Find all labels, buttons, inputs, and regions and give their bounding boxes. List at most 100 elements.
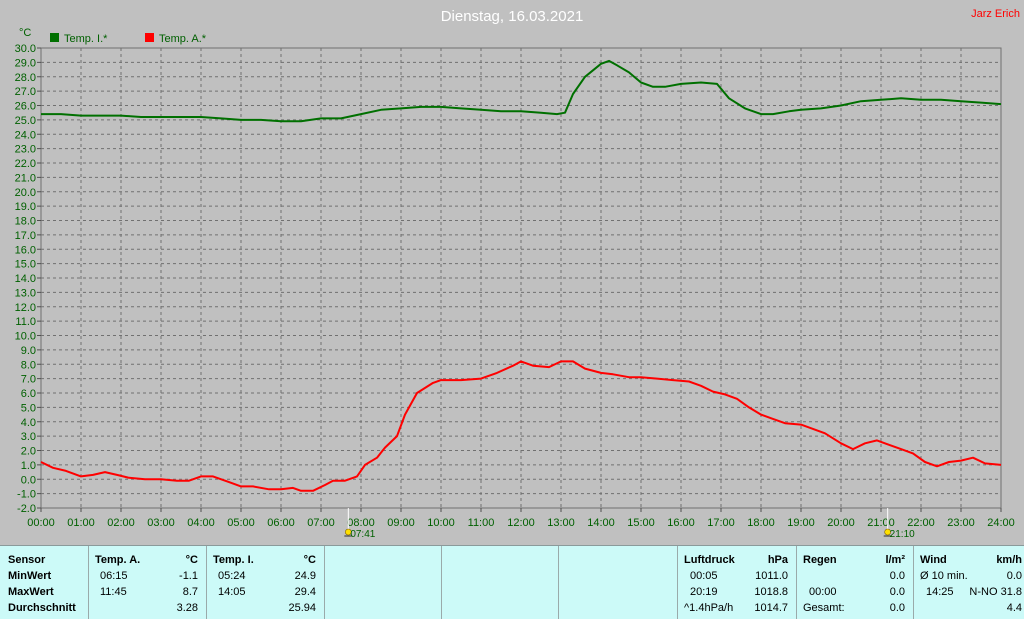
- y-tick-label: 6.0: [21, 388, 36, 400]
- wind-gust-time: 14:25: [926, 586, 954, 598]
- temp-a-section: Temp. A. °C 06:15 -1.1 11:45 8.7 3.28: [89, 546, 207, 619]
- y-tick-label: 20.0: [15, 187, 36, 199]
- wind-section: Wind km/h Ø 10 min. 0.0 14:25 N-NO 31.8 …: [914, 546, 1024, 619]
- x-tick-label: 05:00: [227, 517, 255, 529]
- y-tick-label: 8.0: [21, 359, 36, 371]
- y-tick-label: 28.0: [15, 72, 36, 84]
- y-tick-label: 12.0: [15, 302, 36, 314]
- temp-i-max-time: 14:05: [218, 586, 246, 598]
- y-tick-label: 3.0: [21, 431, 36, 443]
- y-tick-label: 2.0: [21, 446, 36, 458]
- x-tick-label: 04:00: [187, 517, 215, 529]
- x-tick-label: 15:00: [627, 517, 655, 529]
- wind-header: Wind: [920, 554, 947, 566]
- pressure-unit: hPa: [767, 554, 788, 566]
- x-tick-label: 11:00: [468, 517, 495, 529]
- y-tick-label: 26.0: [15, 101, 36, 113]
- y-tick-label: -1.0: [17, 489, 36, 501]
- pressure-header: Luftdruck: [684, 554, 735, 566]
- y-tick-label: 9.0: [21, 345, 36, 357]
- x-tick-label: 10:00: [427, 517, 455, 529]
- temp-a-max-value: 8.7: [182, 586, 198, 598]
- temp-a-average: 3.28: [176, 602, 198, 614]
- wind-gust-value: N-NO 31.8: [969, 586, 1022, 598]
- rain-section: Regen l/m² 0.0 00:00 0.0 Gesamt: 0.0: [797, 546, 914, 619]
- y-tick-label: 27.0: [15, 86, 36, 98]
- sun-icon: [884, 528, 891, 536]
- x-tick-label: 08:00: [347, 517, 375, 529]
- y-tick-label: 0.0: [21, 474, 36, 486]
- y-tick-label: 29.0: [15, 57, 36, 69]
- x-tick-label: 19:00: [787, 517, 815, 529]
- rain-value-2: 0.0: [889, 586, 905, 598]
- y-tick-label: 30.0: [15, 43, 36, 55]
- sunset-label: 21:10: [890, 529, 915, 540]
- pressure-current: 1014.7: [754, 602, 788, 614]
- author-label: Jarz Erich: [971, 8, 1020, 20]
- sun-icon: [345, 528, 352, 536]
- y-tick-label: 7.0: [21, 374, 36, 386]
- rain-value-1: 0.0: [889, 570, 905, 582]
- series-line-temp-i: [41, 59, 1002, 123]
- legend: Temp. I.* Temp. A.*: [50, 33, 207, 45]
- y-tick-label: 25.0: [15, 115, 36, 127]
- x-tick-label: 14:00: [587, 517, 615, 529]
- y-tick-label: 13.0: [15, 287, 36, 299]
- empty-section-1: [325, 546, 442, 619]
- temp-a-header: Temp. A.: [95, 554, 141, 566]
- x-tick-label: 00:00: [27, 517, 55, 529]
- wind-avg-label: Ø 10 min.: [920, 570, 968, 582]
- y-tick-label: 11.0: [15, 316, 36, 328]
- y-tick-label: 21.0: [15, 172, 36, 184]
- x-tick-label: 13:00: [547, 517, 575, 529]
- temp-i-min-value: 24.9: [294, 570, 316, 582]
- temp-i-header: Temp. I.: [213, 554, 254, 566]
- y-tick-label: 16.0: [15, 244, 36, 256]
- durchschnitt-label: Durchschnitt: [8, 602, 76, 614]
- wind-avg-value: 0.0: [1006, 570, 1022, 582]
- sensor-header: Sensor: [8, 554, 46, 566]
- y-tick-label: 14.0: [15, 273, 36, 285]
- y-tick-label: 15.0: [15, 259, 36, 271]
- pressure-section: Luftdruck hPa 00:05 1011.0 20:19 1018.8 …: [678, 546, 797, 619]
- y-unit-label: °C: [19, 27, 31, 39]
- x-axis-ticks: 00:00 01:00 02:00 03:00 04:00 05:00 06:00 07:00…: [27, 508, 1015, 529]
- series-line-temp-a: [40, 360, 1002, 492]
- minwert-label: MinWert: [8, 570, 52, 582]
- temperature-chart: Dienstag, 16.03.2021 Jarz Erich °C Temp.…: [15, 8, 1020, 540]
- temp-a-unit: °C: [185, 554, 198, 566]
- sensor-section: Sensor MinWert MaxWert Durchschnitt: [0, 546, 89, 619]
- rain-time: 00:00: [809, 586, 837, 598]
- x-tick-label: 03:00: [147, 517, 175, 529]
- temp-i-min-time: 05:24: [218, 570, 246, 582]
- pressure-max-time: 20:19: [690, 586, 718, 598]
- temp-a-min-value: -1.1: [179, 570, 198, 582]
- x-tick-label: 17:00: [707, 517, 735, 529]
- y-tick-label: 5.0: [21, 402, 36, 414]
- sunset-icon: [883, 528, 892, 537]
- y-tick-label: 4.0: [21, 417, 36, 429]
- x-tick-label: 12:00: [507, 517, 535, 529]
- x-tick-label: 20:00: [827, 517, 855, 529]
- legend-swatch-temp-i: [50, 33, 59, 42]
- y-tick-label: 10.0: [15, 331, 36, 343]
- y-tick-label: 1.0: [21, 460, 36, 472]
- x-tick-label: 02:00: [107, 517, 135, 529]
- sunrise-label: 07:41: [350, 529, 375, 540]
- series-lines: [40, 59, 1002, 492]
- sun-markers: 07:41 21:10: [344, 508, 915, 540]
- legend-swatch-temp-a: [145, 33, 154, 42]
- x-tick-label: 09:00: [387, 517, 415, 529]
- y-tick-label: 22.0: [15, 158, 36, 170]
- x-tick-label: 23:00: [947, 517, 975, 529]
- wind-value-3: 4.4: [1006, 602, 1022, 614]
- wind-unit: km/h: [996, 554, 1022, 566]
- x-tick-label: 06:00: [267, 517, 295, 529]
- empty-section-2: [442, 546, 559, 619]
- y-tick-label: 19.0: [15, 201, 36, 213]
- x-tick-label: 07:00: [307, 517, 335, 529]
- temp-a-max-time: 11:45: [100, 586, 127, 598]
- chart-title: Dienstag, 16.03.2021: [441, 8, 584, 25]
- stats-panel: Sensor MinWert MaxWert Durchschnitt Temp…: [0, 545, 1024, 619]
- maxwert-label: MaxWert: [8, 586, 54, 598]
